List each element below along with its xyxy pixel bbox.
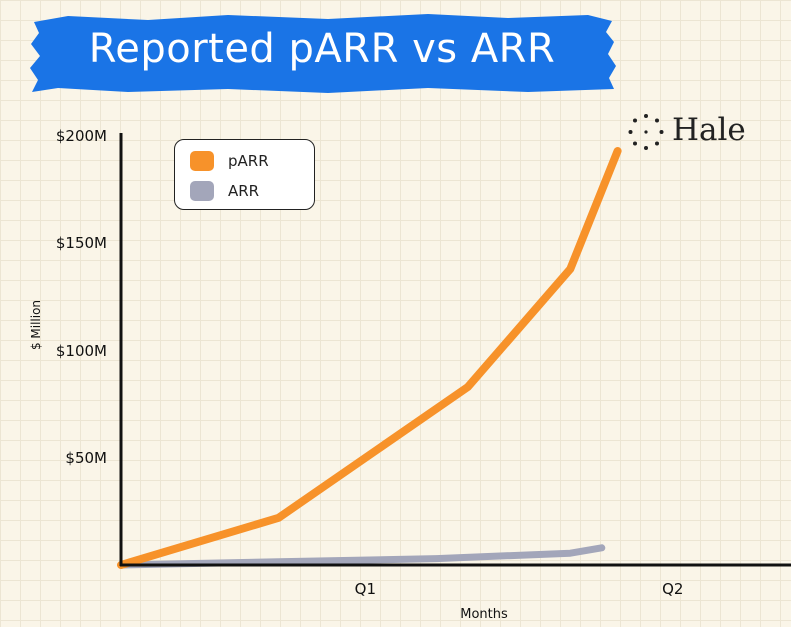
x-tick-label: Q1 — [354, 580, 377, 598]
series-line-parr — [117, 147, 622, 569]
title-banner: Reported pARR vs ARR — [28, 12, 616, 94]
legend-entry-parr: pARR — [190, 150, 269, 172]
legend-swatch-arr — [190, 181, 214, 201]
x-axis-label: Months — [460, 607, 508, 622]
legend-label-parr: pARR — [228, 152, 269, 170]
y-tick-label: $50M — [65, 448, 107, 467]
legend-swatch-parr — [190, 151, 214, 171]
x-tick-label: Q2 — [662, 580, 684, 598]
y-tick-label: $200M — [55, 127, 107, 145]
series-line-arr — [117, 544, 606, 569]
chart-title: Reported pARR vs ARR — [88, 26, 556, 72]
brand-logo: Hale — [626, 108, 766, 152]
legend-label-arr: ARR — [228, 182, 260, 200]
y-tick-label: $150M — [55, 234, 107, 253]
y-tick-label: $100M — [55, 341, 107, 360]
brush-stroke-background — [30, 14, 616, 93]
brand-name: Hale — [672, 112, 746, 148]
dotted-circle-logo-icon — [628, 114, 664, 150]
chart-legend: pARR ARR — [174, 139, 315, 210]
legend-entry-arr: ARR — [190, 180, 259, 202]
